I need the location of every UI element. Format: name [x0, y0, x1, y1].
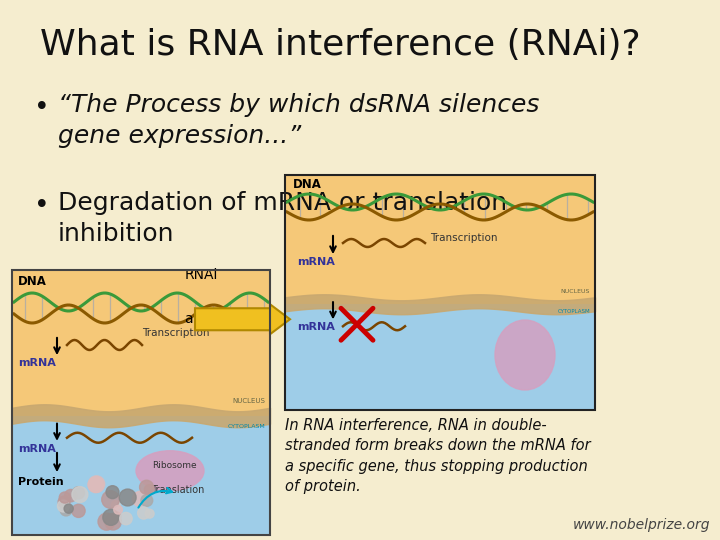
Text: RNAi: RNAi [185, 268, 218, 282]
Text: Translation: Translation [151, 485, 204, 495]
Text: NUCLEUS: NUCLEUS [232, 398, 265, 404]
Text: Transcription: Transcription [430, 233, 498, 243]
Circle shape [140, 480, 153, 494]
Circle shape [132, 491, 148, 507]
Text: •: • [34, 193, 50, 219]
Text: acts here: acts here [185, 312, 250, 326]
Circle shape [58, 500, 69, 512]
Circle shape [72, 487, 88, 503]
Text: NUCLEUS: NUCLEUS [561, 289, 590, 294]
Bar [285, 175, 595, 410]
Circle shape [120, 512, 132, 525]
Circle shape [103, 509, 119, 525]
Circle shape [138, 507, 150, 519]
Circle shape [106, 485, 119, 498]
Text: CYTOPLASM: CYTOPLASM [228, 424, 265, 429]
Text: Degradation of mRNA or translation
inhibition: Degradation of mRNA or translation inhib… [58, 191, 507, 246]
Circle shape [72, 504, 85, 517]
Bar [285, 175, 595, 304]
Circle shape [58, 496, 70, 508]
Text: Protein: Protein [18, 477, 63, 487]
Bar [12, 270, 270, 416]
Bar [12, 416, 270, 535]
Text: Transcription: Transcription [142, 328, 210, 338]
Circle shape [112, 512, 121, 521]
Circle shape [114, 505, 122, 514]
Circle shape [60, 504, 72, 516]
Text: DNA: DNA [293, 178, 322, 191]
Circle shape [59, 492, 71, 503]
Circle shape [105, 514, 121, 530]
Bar [12, 270, 270, 535]
Text: Ribosome: Ribosome [152, 461, 197, 470]
Circle shape [89, 476, 104, 492]
Circle shape [90, 477, 103, 490]
Text: •: • [34, 95, 50, 121]
Circle shape [144, 484, 154, 495]
Circle shape [141, 495, 153, 507]
Text: www.nobelprize.org: www.nobelprize.org [572, 518, 710, 532]
Ellipse shape [136, 451, 204, 491]
Circle shape [145, 509, 154, 518]
Circle shape [72, 487, 84, 499]
Circle shape [88, 477, 104, 492]
Text: In RNA interference, RNA in double-
stranded form breaks down the mRNA for
a spe: In RNA interference, RNA in double- stra… [285, 418, 590, 494]
Ellipse shape [495, 320, 555, 390]
Text: mRNA: mRNA [297, 257, 335, 267]
Text: CYTOPLASM: CYTOPLASM [557, 309, 590, 314]
Bar [285, 304, 595, 410]
Text: mRNA: mRNA [297, 322, 335, 332]
Text: What is RNA interference (RNAi)?: What is RNA interference (RNAi)? [40, 28, 641, 62]
Circle shape [102, 491, 120, 508]
Circle shape [98, 513, 115, 530]
FancyArrow shape [195, 304, 290, 334]
Circle shape [120, 489, 136, 506]
Text: “The Process by which dsRNA silences
gene expression...”: “The Process by which dsRNA silences gen… [58, 93, 539, 147]
Text: mRNA: mRNA [18, 358, 56, 368]
Circle shape [65, 489, 77, 502]
Text: mRNA: mRNA [18, 444, 56, 454]
Text: DNA: DNA [18, 275, 47, 288]
Circle shape [111, 501, 120, 510]
Circle shape [64, 504, 73, 513]
